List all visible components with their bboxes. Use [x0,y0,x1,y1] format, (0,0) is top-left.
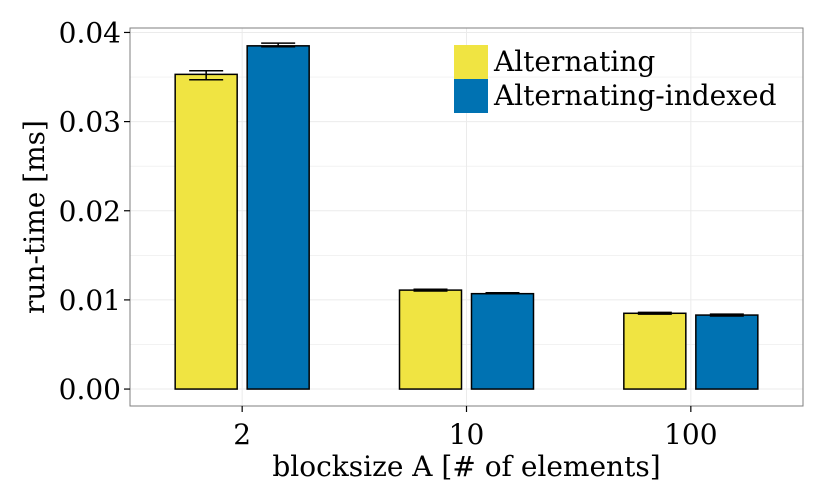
bar-alternating-10 [398,289,463,390]
y-tick-label: 0.04 [59,16,121,49]
y-axis-title: run-time [ms] [18,120,51,314]
bar-alternating-2 [174,73,238,390]
legend-label: Alternating-indexed [493,79,777,112]
y-tick-label: 0.01 [59,284,121,317]
x-axis-title: blocksize A [# of elements] [272,450,660,483]
legend-item: Alternating-indexed [454,79,777,113]
bars [174,45,759,390]
bar-alternating-100 [623,312,687,390]
error-bar [261,42,296,48]
y-tick-label: 0.02 [59,195,121,228]
legend-item: Alternating [454,45,655,79]
bar-alternating-indexed-2 [246,45,310,390]
error-bars [189,42,744,317]
error-bar [485,292,520,295]
bar-alternating-indexed-10 [470,292,535,390]
error-bar [637,311,672,315]
x-axis-ticks: 2 10 100 [233,406,718,451]
x-tick-label: 2 [233,418,251,451]
error-bar [189,70,224,81]
legend-swatch [454,45,488,79]
legend-swatch [454,79,488,113]
legend-label: Alternating [493,45,655,78]
bar-alternating-indexed-100 [695,314,759,390]
y-axis-ticks: 0.00 0.01 0.02 0.03 0.04 [59,16,130,406]
error-bar [413,288,448,292]
x-tick-label: 100 [664,418,717,451]
error-bar [709,313,744,317]
x-tick-label: 10 [449,418,485,451]
y-tick-label: 0.03 [59,106,121,139]
y-tick-label: 0.00 [59,373,121,406]
